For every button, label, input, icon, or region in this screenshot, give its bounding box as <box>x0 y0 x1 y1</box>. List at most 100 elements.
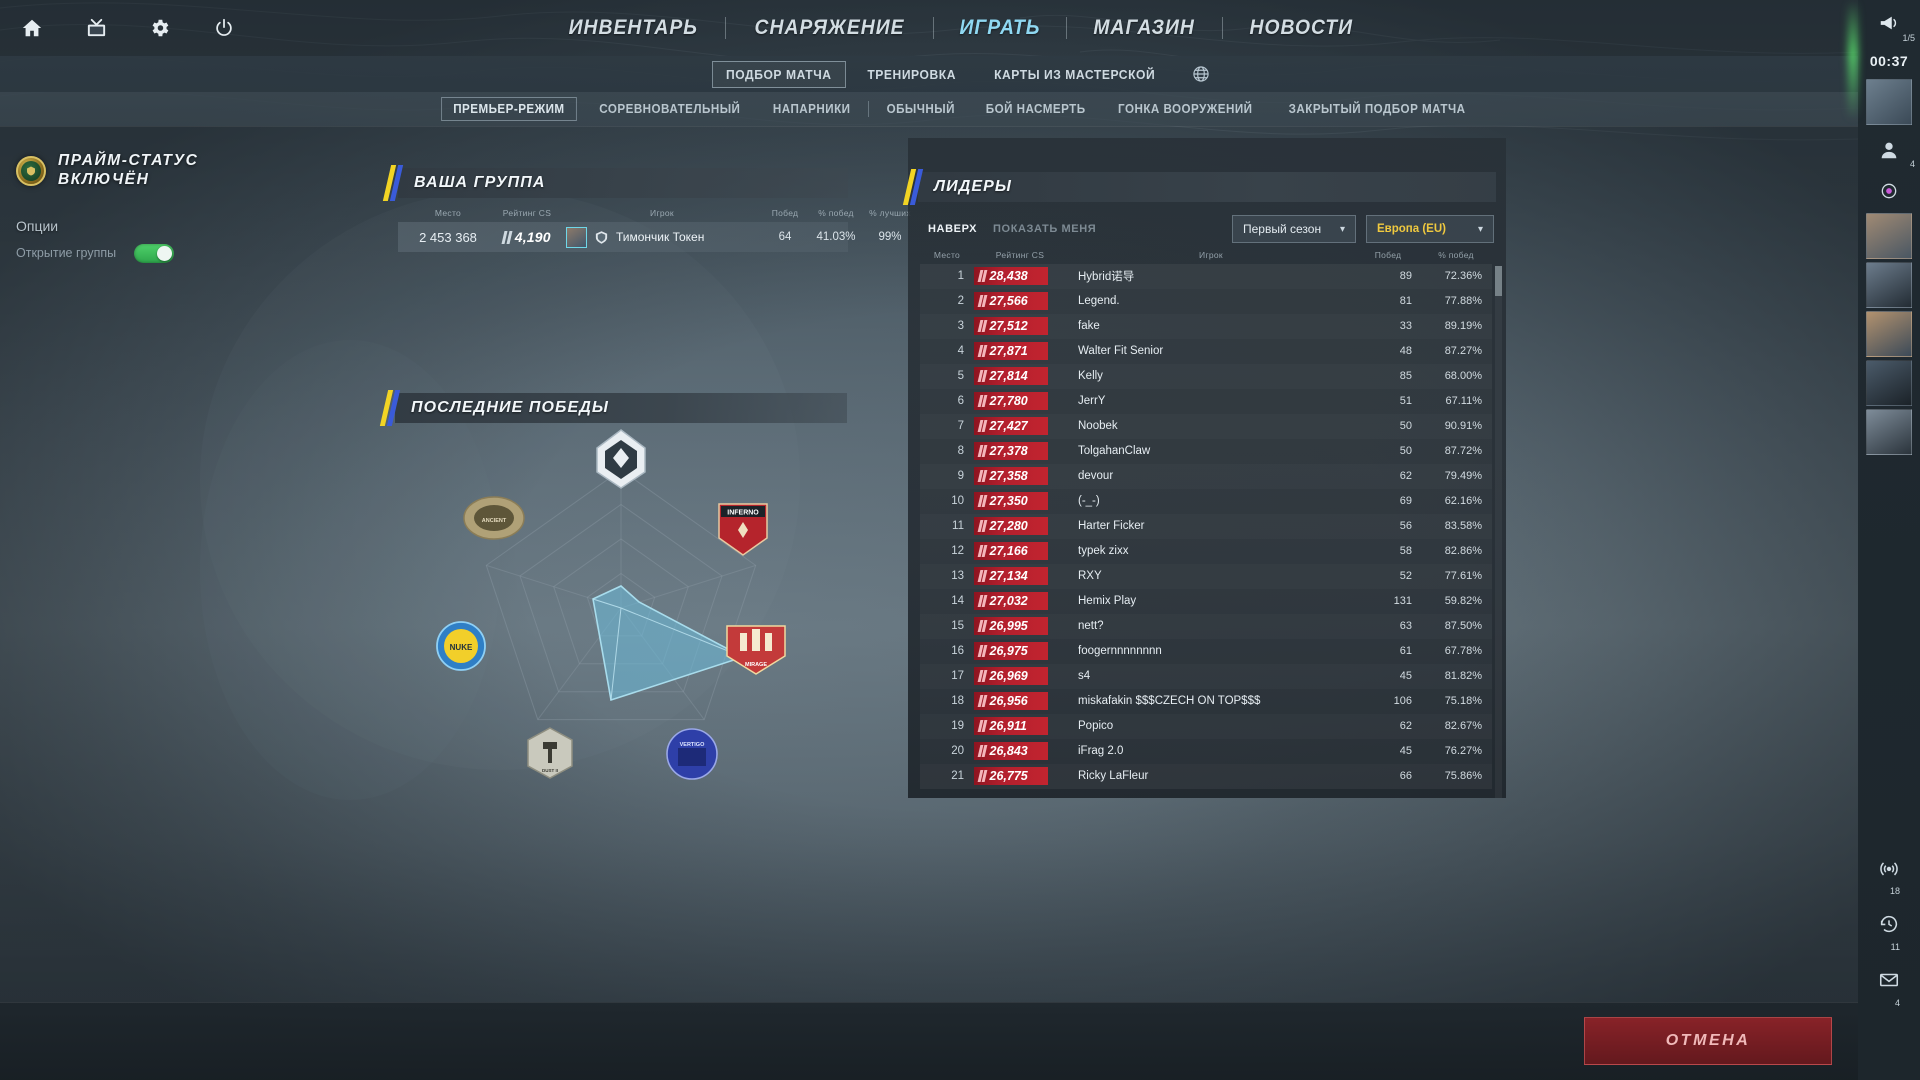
leaderboard-wins: 106 <box>1393 695 1412 708</box>
cancel-button[interactable]: ОТМЕНА <box>1584 1017 1832 1065</box>
cs-rating-badge: 26,956 <box>974 692 1048 711</box>
leaderboard-row[interactable]: 6 27,780 JerrY 51 67.11% <box>920 389 1492 414</box>
season-value: Первый сезон <box>1243 222 1322 236</box>
leaderboard-rating-cell: 27,280 <box>974 517 1066 536</box>
nav-loadout[interactable]: СНАРЯЖЕНИЕ <box>754 16 905 39</box>
leaderboard-row[interactable]: 21 26,775 Ricky LaFleur 66 75.86% <box>920 764 1492 789</box>
cs-rating-badge: 27,134 <box>974 567 1048 586</box>
header-divider <box>0 126 1858 127</box>
rating-bars-icon <box>977 295 987 308</box>
cs-rating-badge: 27,566 <box>974 292 1048 311</box>
friends-button[interactable]: 4 <box>1858 128 1920 172</box>
leaderboard-rank: 3 <box>957 320 964 333</box>
open-party-toggle[interactable] <box>134 243 174 263</box>
party-megaphone-button[interactable]: 1/5 <box>1858 0 1920 46</box>
map-badge-dust2[interactable]: DUST II <box>527 727 573 779</box>
leaderboard-row[interactable]: 3 27,512 fake 33 89.19% <box>920 314 1492 339</box>
leaderboard-row[interactable]: 15 26,995 nett? 63 87.50% <box>920 614 1492 639</box>
leaderboard-row[interactable]: 17 26,969 s4 45 81.82% <box>920 664 1492 689</box>
friend-avatar[interactable] <box>1866 409 1912 455</box>
friend-avatar[interactable] <box>1866 311 1912 357</box>
nav-store[interactable]: МАГАЗИН <box>1093 16 1196 39</box>
leaderboard-row[interactable]: 11 27,280 Harter Ficker 56 83.58% <box>920 514 1492 539</box>
avatar[interactable] <box>566 226 587 248</box>
scrollbar-thumb[interactable] <box>1495 266 1502 296</box>
leaderboard-player-name: foogernnnnnnnn <box>1078 645 1162 658</box>
tab-workshop-maps[interactable]: КАРТЫ ИЗ МАСТЕРСКОЙ <box>993 66 1156 82</box>
leaderboard-row[interactable]: 5 27,814 Kelly 85 68.00% <box>920 364 1492 389</box>
options-label: Опции <box>16 217 59 234</box>
region-dropdown[interactable]: Европа (EU) ▾ <box>1366 215 1494 243</box>
tab-matchmaking[interactable]: ПОДБОР МАТЧА <box>711 60 846 88</box>
map-badge-ancient[interactable]: ANCIENT <box>463 496 525 540</box>
nav-news[interactable]: НОВОСТИ <box>1249 16 1353 39</box>
leaderboard-wins: 81 <box>1399 295 1412 308</box>
leaderboard-row[interactable]: 19 26,911 Popico 62 82.67% <box>920 714 1492 739</box>
friend-avatar[interactable] <box>1866 360 1912 406</box>
map-badge-anubis[interactable] <box>596 429 646 489</box>
leaderboard-row[interactable]: 12 27,166 typek zixx 58 82.86% <box>920 539 1492 564</box>
mode-deathmatch[interactable]: БОЙ НАСМЕРТЬ <box>985 102 1086 116</box>
cs-rating-badge: 27,871 <box>974 342 1048 361</box>
leaderboard-rating-cell: 27,512 <box>974 317 1066 336</box>
nav-play[interactable]: ИГРАТЬ <box>959 16 1041 39</box>
prime-line-2: ВКЛЮЧЁН <box>58 170 150 188</box>
leaderboard-wins: 62 <box>1399 470 1412 483</box>
leaderboard-row[interactable]: 10 27,350 (-_-) 69 62.16% <box>920 489 1492 514</box>
mode-casual[interactable]: ОБЫЧНЫЙ <box>886 102 956 116</box>
friend-avatar[interactable] <box>1866 213 1912 259</box>
leaderboard-rows[interactable]: 1 28,438 Hybrid诺导 89 72.36% 2 27,566 Legend. 81 7… <box>920 264 1492 800</box>
nav-inventory[interactable]: ИНВЕНТАРЬ <box>568 16 698 39</box>
bottom-bar: ОТМЕНА <box>0 1002 1920 1080</box>
leaderboard-rank: 14 <box>951 595 964 608</box>
rating-bars-icon <box>977 595 987 608</box>
group-member-row[interactable]: 2 453 368 4,190 Тимончик Токен 64 41.03%… <box>398 222 902 252</box>
mode-arms-race[interactable]: ГОНКА ВООРУЖЕНИЙ <box>1118 102 1253 116</box>
leaderboard-row[interactable]: 2 27,566 Legend. 81 77.88% <box>920 289 1492 314</box>
svg-text:INFERNO: INFERNO <box>727 510 759 517</box>
leaderboard-row[interactable]: 16 26,975 foogernnnnnnnn 61 67.78% <box>920 639 1492 664</box>
mode-premier[interactable]: ПРЕМЬЕР-РЕЖИМ <box>441 97 578 121</box>
tab-training[interactable]: ТРЕНИРОВКА <box>867 66 957 82</box>
map-badge-mirage[interactable]: MIRAGE <box>726 625 786 675</box>
leaderboard-row[interactable]: 14 27,032 Hemix Play 131 59.82% <box>920 589 1492 614</box>
leaderboard-win-pct: 79.49% <box>1444 470 1482 483</box>
season-dropdown[interactable]: Первый сезон ▾ <box>1232 215 1356 243</box>
map-badge-inferno[interactable]: INFERNO <box>718 503 768 556</box>
map-badge-vertigo[interactable]: VERTIGO <box>666 728 718 780</box>
leaderboard-row[interactable]: 18 26,956 miskafakin $$$CZECH ON TOP$$$ 106… <box>920 689 1492 714</box>
rating-bars-icon <box>977 720 987 733</box>
leaderboard-win-pct: 75.18% <box>1444 695 1482 708</box>
accent-bar <box>379 390 402 426</box>
leaderboard-row[interactable]: 4 27,871 Walter Fit Senior 48 87.27% <box>920 339 1492 364</box>
group-place: 2 453 368 <box>419 229 477 245</box>
mode-competitive[interactable]: СОРЕВНОВАТЕЛЬНЫЙ <box>599 102 741 116</box>
leaderboard-player-name: (-_-) <box>1078 495 1100 508</box>
leaderboard-rating-cell: 27,350 <box>974 492 1066 511</box>
leaderboard-title: ЛИДЕРЫ <box>934 178 1012 195</box>
leaderboard-row[interactable]: 13 27,134 RXY 52 77.61% <box>920 564 1492 589</box>
leaderboard-row[interactable]: 8 27,378 TolgahanClaw 50 87.72% <box>920 439 1492 464</box>
leaderboard-row[interactable]: 1 28,438 Hybrid诺导 89 72.36% <box>920 264 1492 289</box>
mode-wingman[interactable]: НАПАРНИКИ <box>772 102 851 116</box>
history-button[interactable]: 11 <box>1858 898 1920 952</box>
leaderboard-wins: 66 <box>1399 770 1412 783</box>
leaderboard-row[interactable]: 20 26,843 iFrag 2.0 45 76.27% <box>920 739 1492 764</box>
leaderboard-rating-cell: 26,843 <box>974 742 1066 761</box>
broadcast-button[interactable]: 18 <box>1858 842 1920 896</box>
leaderboard-wins: 33 <box>1399 320 1412 333</box>
leaderboard-scrollbar[interactable] <box>1495 266 1502 798</box>
mail-button[interactable]: 4 <box>1858 954 1920 1008</box>
party-slot-avatar[interactable] <box>1866 79 1912 125</box>
leaderboard-row[interactable]: 7 27,427 Noobek 50 90.91% <box>920 414 1492 439</box>
show-me-link[interactable]: ПОКАЗАТЬ МЕНЯ <box>993 223 1097 235</box>
scroll-to-top-link[interactable]: НАВЕРХ <box>928 223 978 235</box>
friend-avatar[interactable] <box>1866 262 1912 308</box>
leaderboard-rank: 13 <box>951 570 964 583</box>
leaderboard-row[interactable]: 9 27,358 devour 62 79.49% <box>920 464 1492 489</box>
party-glow <box>1848 0 1858 120</box>
map-badge-nuke[interactable]: NUKE <box>436 621 486 671</box>
globe-icon[interactable] <box>1189 62 1213 86</box>
mode-closed-matchmaking[interactable]: ЗАКРЫТЫЙ ПОДБОР МАТЧА <box>1288 102 1465 116</box>
record-button[interactable] <box>1858 172 1920 210</box>
